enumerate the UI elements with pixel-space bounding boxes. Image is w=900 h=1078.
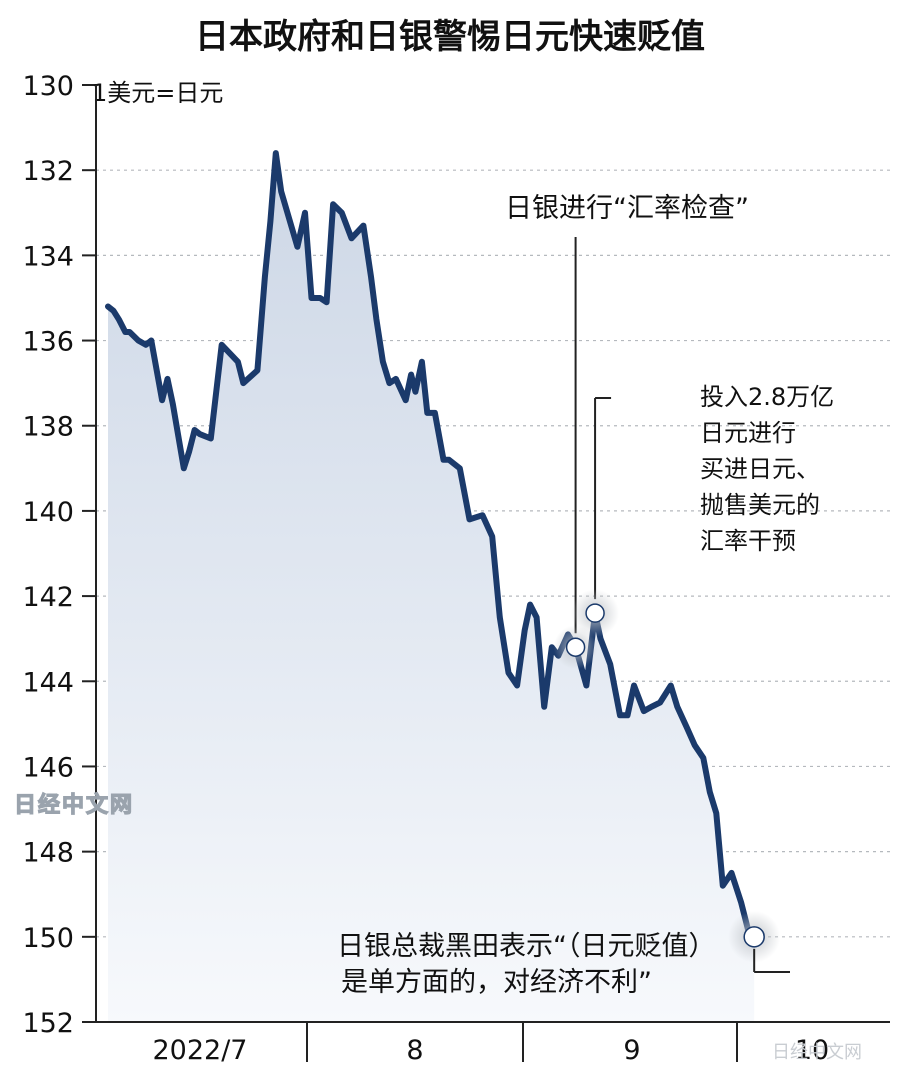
annotation-rate-check: 日银进行“汇率检查”: [505, 193, 749, 224]
y-tick-label: 138: [22, 412, 74, 443]
annotation-line: 汇率干预: [700, 527, 796, 555]
annotation-line: 抛售美元的: [700, 491, 820, 519]
y-tick-label: 146: [22, 752, 74, 783]
annotation-marker: [743, 926, 765, 948]
annotation-marker: [585, 603, 605, 623]
y-tick-label: 132: [22, 156, 74, 187]
y-tick-label: 144: [22, 667, 74, 698]
y-tick-label: 148: [22, 838, 74, 869]
y-tick-label: 134: [22, 241, 74, 272]
y-axis-ticks: 130 132 134 136 138 140 142 144 146 148 150 152: [22, 71, 96, 1039]
annotation-line: 投入2.8万亿: [700, 383, 834, 411]
unit-label: 1美元=日元: [92, 79, 223, 107]
series-line: [105, 150, 758, 945]
x-tick-label: 10: [795, 1035, 829, 1066]
x-tick-label: 8: [406, 1035, 423, 1066]
watermark-bottom-right: 日经中文网: [772, 1042, 862, 1063]
y-tick-label: 152: [22, 1008, 74, 1039]
annotations: 日银进行“汇率检查” 投入2.8万亿日元进行买进日元、抛售美元的汇率干预日银总裁黑…: [337, 193, 834, 998]
x-tick-label: 2022/7: [153, 1035, 248, 1066]
y-tick-label: 150: [22, 923, 74, 954]
plot-frame: [95, 85, 890, 1062]
chart-title: 日本政府和日银警惕日元快速贬值: [195, 17, 705, 57]
annotation-line: 日元进行: [700, 419, 796, 447]
y-tick-label: 136: [22, 327, 74, 358]
x-tick-label: 9: [623, 1035, 640, 1066]
y-tick-label: 130: [22, 71, 74, 102]
watermark-left: 日经中文网: [14, 792, 134, 818]
series-area: [108, 153, 755, 1023]
y-tick-label: 140: [22, 497, 74, 528]
y-tick-label: 142: [22, 582, 74, 613]
annotation-line: 日银总裁黑田表示“（日元贬值）: [337, 931, 716, 962]
annotation-line: 是单方面的，对经济不利”: [341, 967, 652, 998]
annotation-line: 买进日元、: [700, 455, 820, 483]
annotation-marker: [565, 637, 586, 657]
x-axis-labels: 2022/7 8 9 10: [153, 1035, 830, 1066]
annotation-kuroda: 日银总裁黑田表示“（日元贬值） 是单方面的，对经济不利”: [337, 931, 716, 998]
